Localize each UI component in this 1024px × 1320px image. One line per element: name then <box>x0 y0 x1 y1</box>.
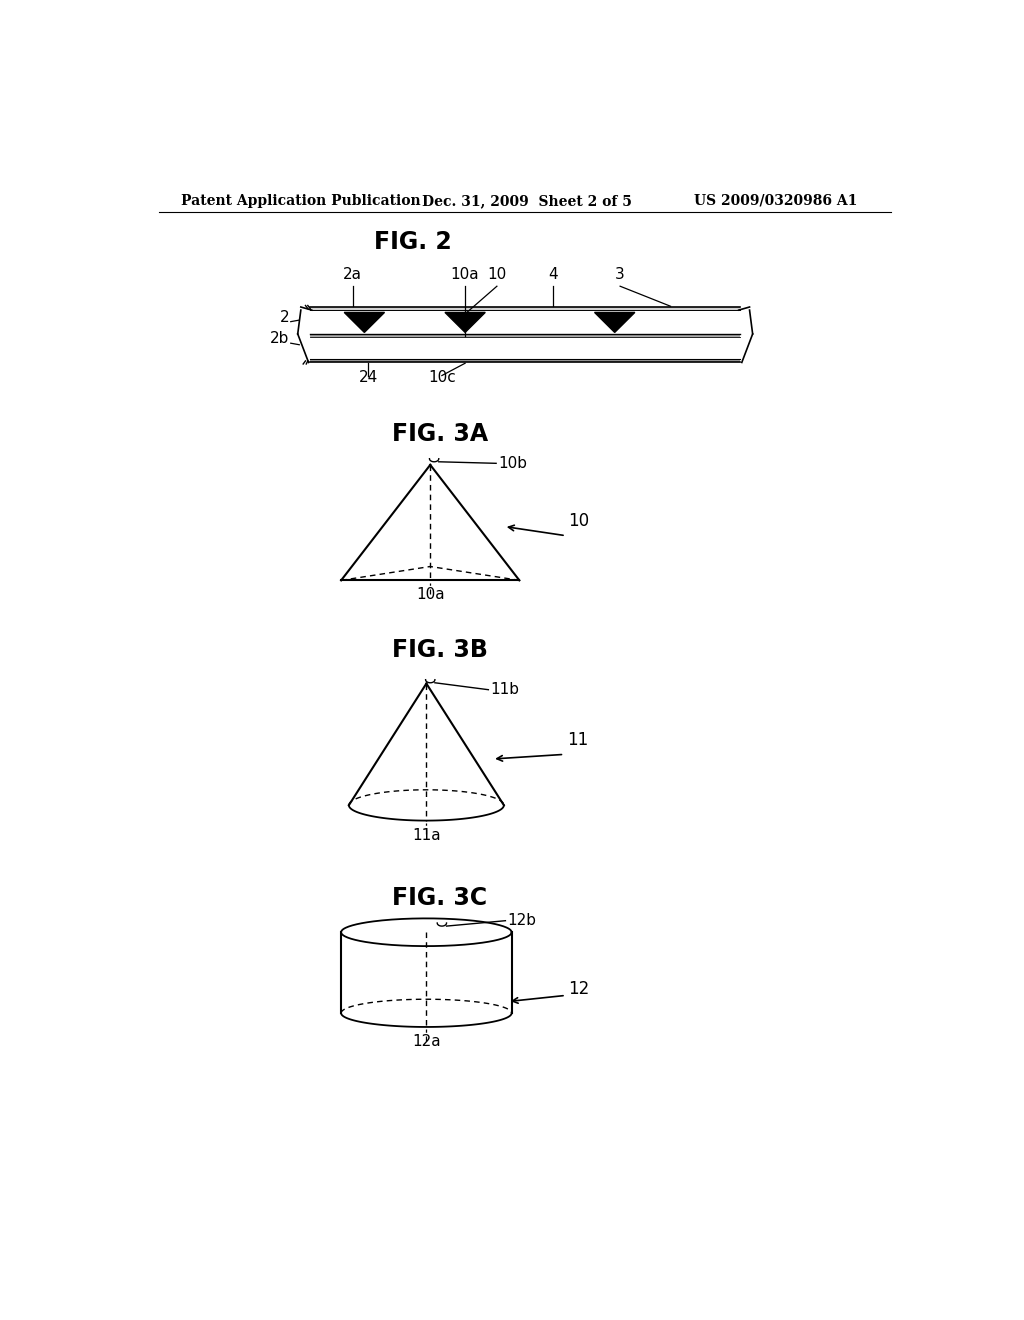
Text: 11b: 11b <box>490 682 520 697</box>
Text: 10: 10 <box>487 267 507 281</box>
Polygon shape <box>595 313 635 333</box>
Text: 24: 24 <box>358 370 378 384</box>
Bar <box>310 310 740 334</box>
Text: FIG. 3A: FIG. 3A <box>391 422 487 446</box>
Text: Patent Application Publication: Patent Application Publication <box>180 194 420 207</box>
Text: FIG. 3C: FIG. 3C <box>391 886 486 909</box>
Text: US 2009/0320986 A1: US 2009/0320986 A1 <box>693 194 857 207</box>
Text: 10a: 10a <box>451 267 479 281</box>
Text: 10b: 10b <box>499 455 527 471</box>
Text: 2: 2 <box>280 310 289 325</box>
Bar <box>310 334 740 337</box>
Text: 2a: 2a <box>343 267 362 281</box>
Bar <box>310 337 740 359</box>
Text: 11: 11 <box>566 731 588 750</box>
Bar <box>310 308 740 310</box>
Text: FIG. 3B: FIG. 3B <box>391 638 487 661</box>
Bar <box>310 359 740 363</box>
Text: 10: 10 <box>568 512 590 531</box>
Text: 12a: 12a <box>412 1034 440 1049</box>
Text: 3: 3 <box>615 267 625 281</box>
Text: 4: 4 <box>548 267 557 281</box>
Polygon shape <box>445 313 485 333</box>
Text: 10a: 10a <box>416 587 444 602</box>
Text: 11a: 11a <box>412 828 440 843</box>
Text: Dec. 31, 2009  Sheet 2 of 5: Dec. 31, 2009 Sheet 2 of 5 <box>423 194 633 207</box>
Text: 12: 12 <box>568 979 590 998</box>
Text: 12b: 12b <box>508 913 537 928</box>
Text: FIG. 2: FIG. 2 <box>375 230 453 253</box>
Text: 2b: 2b <box>270 331 289 346</box>
Text: 10c: 10c <box>428 370 456 384</box>
Polygon shape <box>344 313 385 333</box>
